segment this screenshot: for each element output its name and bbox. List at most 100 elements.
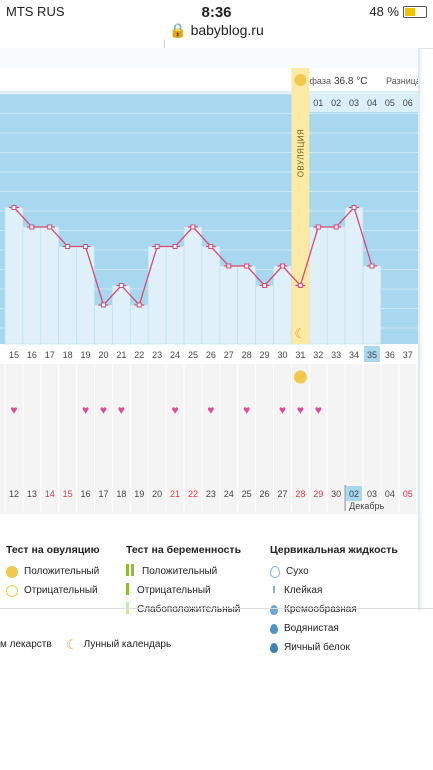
positive-ovulation-icon	[6, 565, 18, 578]
legend-cervical-creamy: Кремообразная	[284, 604, 357, 615]
egg-white-icon	[270, 642, 278, 653]
legend-ovulation-title: Тест на овуляцию	[6, 544, 100, 556]
temperature-bar	[201, 246, 221, 345]
calendar-date: 15	[63, 489, 73, 499]
temperature-bar	[308, 226, 328, 345]
legend-cervical-watery: Водянистая	[284, 623, 339, 634]
temperature-point	[226, 263, 232, 269]
legend-moon-label: Лунный календарь	[83, 639, 172, 650]
header-temp-label: 36.8 °C	[334, 76, 367, 87]
temperature-bar	[76, 246, 95, 345]
heart-icon: ♥	[297, 403, 304, 417]
top-day-number: 02	[331, 98, 341, 108]
heart-icon: ♥	[315, 403, 322, 417]
header-phase-label: 2 фаза	[302, 76, 331, 86]
cycle-day-number: 32	[313, 350, 323, 360]
legend-pregnancy-title: Тест на беременность	[126, 544, 242, 556]
pregnancy-negative-icon	[126, 583, 131, 598]
cycle-day-number: 15	[9, 350, 19, 360]
temperature-point	[208, 244, 214, 249]
cycle-day-number: 31	[295, 350, 305, 360]
moon-icon: ☾	[66, 636, 78, 652]
calendar-date: 13	[27, 489, 37, 499]
ovulation-sun-icon	[294, 74, 307, 86]
pregnancy-faint-icon	[126, 602, 131, 617]
legend-pregnancy-negative: Отрицательный	[137, 585, 211, 596]
temperature-bar	[22, 226, 42, 345]
watery-icon	[270, 623, 278, 634]
clock: 8:36	[201, 4, 232, 21]
cycle-day-number: 36	[385, 350, 395, 360]
top-day-cell	[398, 94, 417, 112]
legend-cervical-sticky: Клейкая	[284, 585, 323, 596]
calendar-date: 27	[277, 489, 287, 499]
legend-cervical-eggwhite: Яичный белок	[284, 642, 350, 653]
temperature-point	[279, 263, 285, 269]
calendar-date: 04	[385, 489, 395, 499]
temperature-point	[154, 244, 160, 249]
heart-icon: ♥	[82, 403, 89, 417]
sticky-icon: I	[272, 585, 276, 596]
legend-pregnancy-faint: Слабоположительный	[137, 604, 241, 615]
calendar-date: 19	[134, 489, 144, 499]
ovulation-column	[291, 68, 310, 344]
temperature-point	[244, 263, 250, 269]
cycle-day-number: 20	[98, 350, 108, 360]
top-day-cell	[380, 94, 399, 112]
top-day-number: 03	[349, 98, 359, 108]
calendar-date: 20	[152, 489, 162, 499]
calendar-date: 24	[224, 489, 234, 499]
calendar-date: 29	[313, 489, 323, 499]
status-bar: MTS RUS 8:36 🔒 babyblog.ru 48 %	[0, 0, 433, 44]
temperature-point	[11, 205, 17, 210]
temperature-point	[136, 302, 142, 308]
cycle-day-number: 17	[45, 350, 55, 360]
calendar-date: 26	[260, 489, 270, 499]
cycle-day-number: 29	[260, 350, 270, 360]
temperature-bar	[326, 226, 346, 345]
pregnancy-positive-icon	[126, 564, 136, 579]
legend-cervical-dry: Сухо	[286, 566, 309, 577]
temperature-point	[351, 205, 357, 210]
calendar-date: 25	[242, 489, 252, 499]
current-date-highlight	[346, 486, 362, 501]
temperature-point	[118, 283, 124, 288]
temperature-bar	[40, 226, 59, 345]
temperature-bar	[219, 265, 239, 345]
moon-icon: ☾	[295, 326, 307, 341]
address-bar-url[interactable]: 🔒 babyblog.ru	[169, 22, 264, 38]
calendar-date: 03	[367, 489, 377, 499]
top-day-cell	[416, 94, 433, 112]
top-day-number: 06	[403, 98, 413, 108]
heart-icon: ♥	[243, 403, 250, 417]
legend-ovulation-positive: Положительный	[24, 566, 100, 577]
heart-icon: ♥	[279, 403, 286, 417]
cycle-day-number: 34	[349, 350, 359, 360]
legend-ovulation-test: Тест на овуляцию Положительный Отрицател…	[6, 544, 100, 600]
cycle-day-number: 28	[242, 350, 252, 360]
cycle-day-number: 16	[27, 350, 37, 360]
carrier-label: MTS RUS	[6, 4, 65, 19]
calendar-date: 17	[98, 489, 108, 499]
cycle-day-number: 33	[331, 350, 341, 360]
legend-pregnancy-test: Тест на беременность Положительный Отриц…	[126, 544, 241, 619]
battery-percent: 48 %	[369, 4, 399, 19]
cycle-day-number: 25	[188, 350, 198, 360]
calendar-date: 02	[349, 489, 359, 499]
temperature-point	[100, 302, 106, 308]
temperature-bar	[273, 265, 292, 345]
temperature-bar	[255, 285, 274, 345]
calendar-date: 12	[9, 489, 19, 499]
temperature-point	[65, 244, 71, 249]
legend-moon: ☾ Лунный календарь	[66, 635, 171, 654]
temperature-point	[83, 244, 89, 249]
temperature-point	[369, 263, 375, 269]
temperature-bar	[58, 246, 77, 345]
negative-ovulation-icon	[6, 584, 18, 597]
creamy-icon	[270, 604, 278, 615]
legend-cervical: Цервикальная жидкость Сухо I Клейкая Крем…	[270, 544, 398, 657]
cycle-day-number: 19	[81, 350, 91, 360]
chart-legend: Тест на овуляцию Положительный Отрицател…	[0, 538, 418, 653]
